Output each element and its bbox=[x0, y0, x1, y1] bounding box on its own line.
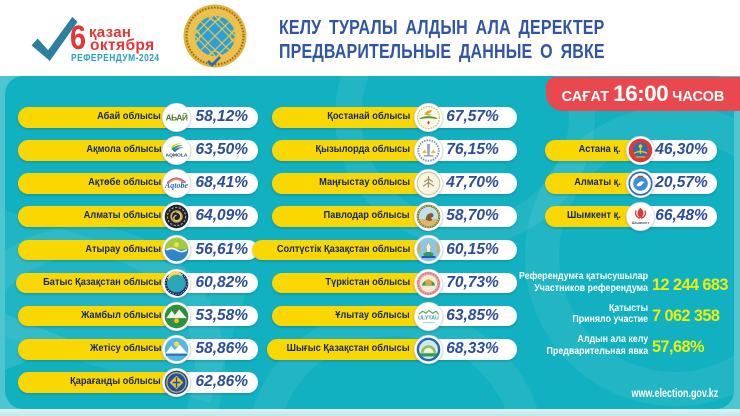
svg-text:AQMOLA: AQMOLA bbox=[166, 152, 188, 158]
svg-text:Aqtobe: Aqtobe bbox=[164, 181, 189, 190]
svg-text:Шымкент: Шымкент bbox=[632, 221, 650, 225]
svg-text:ULYTAU: ULYTAU bbox=[418, 315, 439, 321]
svg-text:АЬАЙ: АЬАЙ bbox=[166, 112, 188, 123]
